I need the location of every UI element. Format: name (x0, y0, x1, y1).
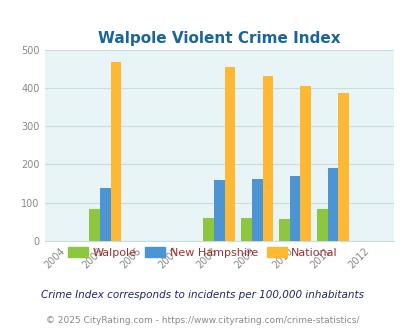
Bar (262, 76, 273, 241)
Bar (300, 86, 310, 241)
Bar (203, 218, 213, 241)
Text: © 2025 CityRating.com - https://www.cityrating.com/crime-statistics/: © 2025 CityRating.com - https://www.city… (46, 316, 359, 325)
Bar (327, 168, 338, 241)
Bar (338, 93, 348, 241)
Bar (213, 180, 224, 241)
Bar (224, 67, 234, 241)
Title: Walpole Violent Crime Index: Walpole Violent Crime Index (98, 31, 340, 46)
Bar (241, 218, 251, 241)
Legend: Walpole, New Hampshire, National: Walpole, New Hampshire, National (66, 245, 339, 260)
Bar (89, 209, 100, 241)
Bar (100, 188, 111, 241)
Bar (289, 176, 300, 241)
Text: Crime Index corresponds to incidents per 100,000 inhabitants: Crime Index corresponds to incidents per… (41, 290, 364, 300)
Bar (111, 62, 121, 241)
Bar (279, 219, 289, 241)
Bar (316, 209, 327, 241)
Bar (251, 179, 262, 241)
